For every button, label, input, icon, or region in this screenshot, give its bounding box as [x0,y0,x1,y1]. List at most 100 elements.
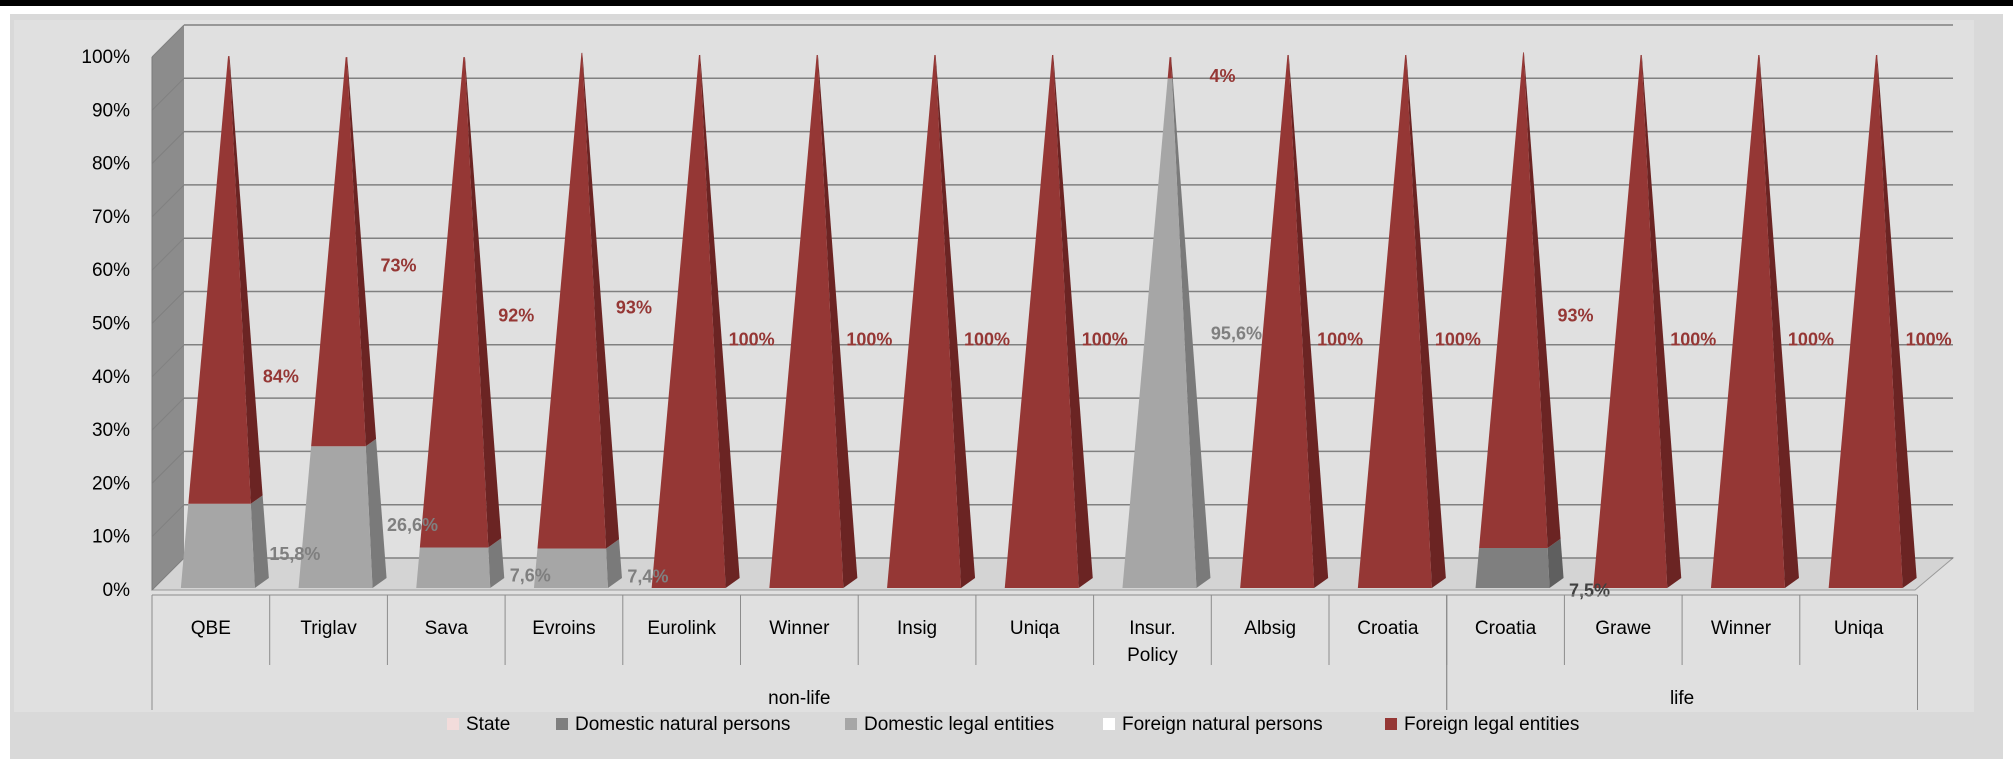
legend-label: Domestic natural persons [575,714,790,735]
top-rule [0,0,2013,6]
side-gridline [151,504,185,538]
bar-segment [1479,52,1548,549]
x-tick-label: Insig [897,618,937,639]
foreign-data-label: 92% [498,306,534,326]
x-tick-label: Croatia [1357,618,1419,639]
y-tick-label: 10% [92,527,130,548]
side-gridline [151,77,185,111]
x-tick-label: Eurolink [647,618,716,639]
x-tick-label: Croatia [1475,618,1537,639]
domestic-data-label: 7,6% [510,566,551,586]
x-tick-label: Uniqa [1834,618,1884,639]
foreign-data-label: 73% [381,256,417,276]
bar-segment-side [1170,56,1173,79]
y-tick-label: 30% [92,420,130,441]
foreign-data-label: 100% [1906,330,1952,350]
bar-segment-side [250,495,269,588]
x-tick-label: QBE [191,618,231,639]
bar-segment [1593,55,1668,588]
legend-label: Domestic legal entities [864,714,1054,735]
bar-segment-side [1759,54,1799,589]
foreign-data-label: 100% [1788,330,1834,350]
foreign-data-label: 100% [1082,330,1128,350]
bar-segment [1122,78,1197,589]
legend-label: Foreign natural persons [1122,714,1323,735]
legend-swatch [556,718,568,730]
legend-swatch [447,718,459,730]
bar-segment [537,52,607,549]
side-gridline [151,344,185,378]
x-tick-label: Grawe [1595,618,1651,639]
side-gridline [151,557,185,591]
x-tick-label: Policy [1127,645,1178,666]
bar-segment [1357,55,1432,588]
side-gridline [151,184,185,218]
bar-segment [419,57,489,548]
bar-segment [533,548,608,588]
bar-segment-side [1288,54,1329,589]
x-tick-label: Uniqa [1010,618,1060,639]
bar-segment-side [1053,54,1093,589]
x-tick-label: Evroins [532,618,595,639]
y-tick-label: 80% [92,154,130,175]
legend-swatch [1385,718,1397,730]
bar-segment-side [1641,54,1682,589]
bar-segment [1710,55,1785,588]
bar-segment-side [464,56,502,548]
y-tick-label: 60% [92,260,130,281]
side-gridline [151,131,185,164]
bar-segment-side [935,54,976,589]
bar-segment-side [817,54,858,589]
bar-segment-side [582,52,620,549]
bar-segment [651,55,726,588]
bar-segment [311,57,366,447]
x-tick-label: Albsig [1244,618,1296,639]
y-tick-label: 100% [81,47,130,68]
side-gridline [151,451,185,484]
domestic-data-label: 7,4% [627,566,668,586]
domestic-data-label: 95,6% [1211,323,1262,343]
foreign-data-label: 84% [263,367,299,387]
side-gridline [151,24,185,58]
bar-segment [887,55,962,588]
foreign-data-label: 100% [1435,330,1481,350]
bar-segment-side [606,539,622,588]
legend-swatch [845,718,857,730]
side-gridline [151,291,185,324]
y-tick-label: 90% [92,100,130,121]
bar-segment-side [1877,54,1917,589]
bar-segment-side [488,538,505,588]
bar-segment [416,547,491,588]
bar-segment [1240,55,1315,588]
foreign-data-label: 100% [846,330,892,350]
bar-segment-side [229,55,263,504]
foreign-data-label: 100% [729,330,775,350]
foreign-data-label: 93% [1558,306,1594,326]
bar-segment-side [1171,77,1211,588]
bar-segment-side [700,54,740,589]
foreign-data-label: 93% [616,298,652,318]
bar-segment-side [1547,538,1564,588]
bar-segment [1828,55,1903,588]
bar-segment-side [1406,54,1446,589]
domestic-data-label: 7,5% [1569,581,1610,601]
y-tick-label: 40% [92,367,130,388]
group-label: life [1670,688,1694,709]
side-gridline [151,397,185,431]
y-tick-label: 70% [92,207,130,228]
x-tick-label: Winner [1711,618,1772,639]
bar-segment [180,503,255,588]
bar-segment [298,446,373,588]
chart-panel [14,20,1974,712]
bar-segment-side [347,56,377,447]
domestic-data-label: 26,6% [387,515,438,535]
domestic-data-label: 15,8% [269,544,320,564]
side-gridline [151,237,185,271]
x-tick-label: Winner [769,618,830,639]
bar-segment [769,55,844,588]
bar-segment [1004,55,1079,588]
foreign-data-label: 100% [1317,330,1363,350]
group-label: non-life [768,688,830,709]
bar-segment-side [1523,52,1561,549]
